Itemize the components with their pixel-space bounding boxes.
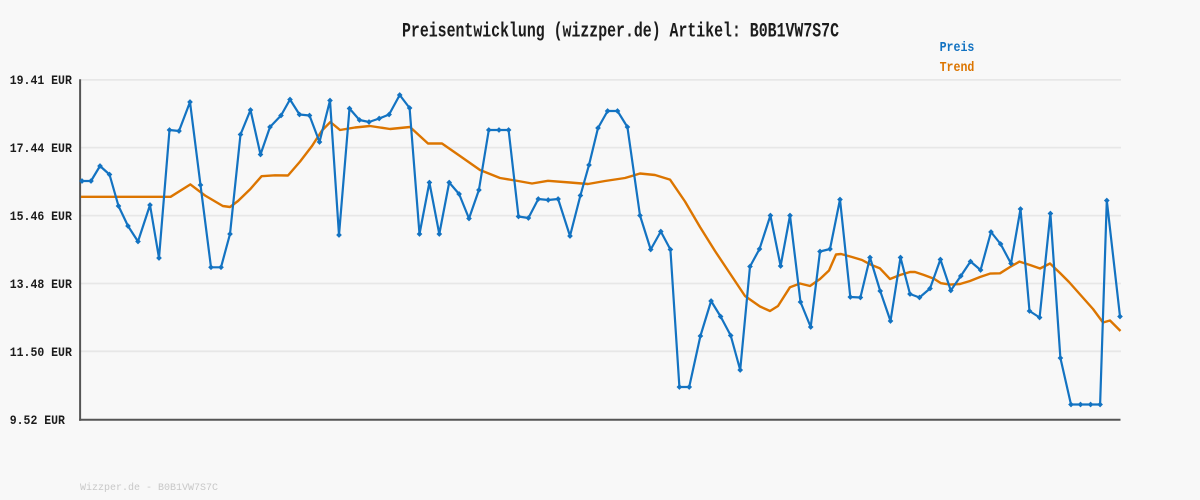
svg-text:Wizzper.de - B0B1VW7S7C: Wizzper.de - B0B1VW7S7C xyxy=(80,482,218,494)
svg-text:17.44 EUR: 17.44 EUR xyxy=(10,142,73,156)
svg-text:Preis: Preis xyxy=(940,41,975,56)
svg-text:19.41 EUR: 19.41 EUR xyxy=(10,74,73,88)
svg-text:Trend: Trend xyxy=(940,61,975,76)
svg-text:9.52 EUR: 9.52 EUR xyxy=(10,414,66,428)
svg-text:15.46 EUR: 15.46 EUR xyxy=(10,210,73,224)
svg-text:11.50 EUR: 11.50 EUR xyxy=(10,346,73,360)
svg-text:Preisentwicklung (wizzper.de): Preisentwicklung (wizzper.de) Artikel: B… xyxy=(402,20,839,43)
svg-text:13.48 EUR: 13.48 EUR xyxy=(10,278,73,292)
